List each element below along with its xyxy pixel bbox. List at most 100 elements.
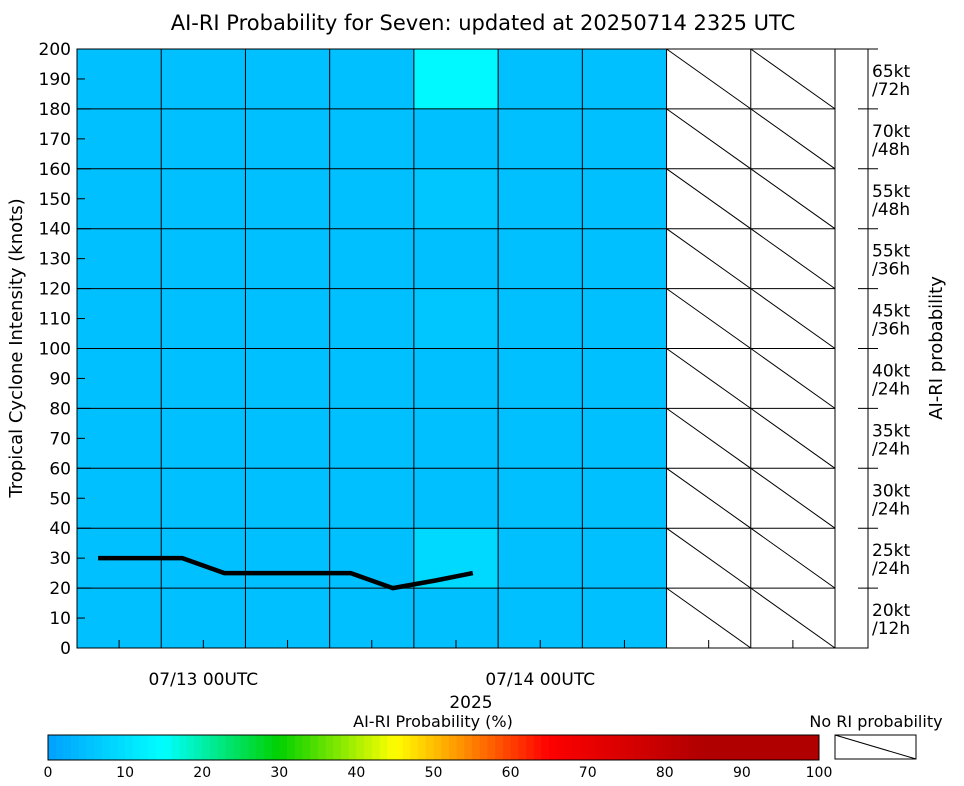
intensity-series — [98, 555, 474, 591]
y-tick-label: 200 — [39, 40, 71, 60]
colorbar-segment — [526, 735, 535, 760]
colorbar-segment — [287, 735, 296, 760]
colorbar-tick-label: 30 — [270, 765, 288, 781]
colorbar-segment — [325, 735, 334, 760]
heatmap-cell — [498, 49, 583, 110]
heatmap-cell — [77, 408, 162, 469]
colorbar-segment — [317, 735, 326, 760]
heatmap-cell — [329, 588, 415, 649]
no-ri-hatch-line — [666, 467, 752, 529]
colorbar-segment — [603, 735, 612, 760]
y-tick-label: 150 — [39, 190, 71, 210]
colorbar-segment — [217, 735, 226, 760]
heatmap-cell — [498, 288, 583, 349]
colorbar-segment — [579, 735, 589, 760]
colorbar-segment — [795, 735, 804, 760]
y-tick-label: 20 — [49, 579, 71, 599]
y-tick-label: 90 — [49, 369, 71, 389]
heatmap-cell — [77, 49, 162, 110]
threshold-label-kt: 30kt — [872, 481, 910, 501]
heatmap-cell — [161, 468, 246, 529]
heatmap-cell — [582, 408, 668, 469]
y-tick-label: 10 — [49, 609, 71, 629]
colorbar-segment — [209, 735, 219, 760]
colorbar-segment — [533, 735, 542, 760]
heatmap-cell — [245, 228, 331, 290]
no-ri-hatch-line — [750, 527, 836, 589]
heatmap-cell — [329, 468, 415, 529]
heatmap-cell — [245, 288, 331, 349]
heatmap-cell — [329, 168, 415, 230]
y-tick-label: 180 — [39, 100, 71, 120]
colorbar-segment — [155, 735, 165, 760]
threshold-label-hours: /12h — [872, 619, 910, 639]
no-ri-hatch-line — [750, 108, 836, 170]
colorbar-segment — [418, 735, 427, 760]
heatmap-cell — [582, 528, 668, 589]
colorbar-segment — [171, 735, 180, 760]
heatmap-cell — [413, 108, 499, 170]
heatmap-cell — [498, 228, 583, 290]
colorbar-segment — [371, 735, 380, 760]
no-ri-legend-hatch — [834, 734, 917, 760]
heatmap-cell — [245, 528, 331, 589]
no-ri-hatched-cells — [666, 48, 836, 649]
heatmap-cell — [413, 228, 499, 290]
heatmap-cell — [161, 408, 246, 469]
no-ri-hatch-line — [750, 348, 836, 409]
colorbar-tick-label: 50 — [425, 765, 443, 781]
colorbar-segment — [248, 735, 257, 760]
heatmap-cell — [582, 468, 668, 529]
heatmap-cell — [77, 468, 162, 529]
colorbar-segment — [302, 735, 311, 760]
colorbar-segment — [132, 735, 141, 760]
colorbar-segment — [271, 735, 280, 760]
heatmap-cell — [498, 528, 583, 589]
threshold-label-hours: /36h — [872, 260, 910, 280]
no-ri-hatch-line — [666, 348, 752, 409]
colorbar-segment — [472, 735, 481, 760]
heatmap-cell — [161, 168, 246, 230]
threshold-label-kt: 40kt — [872, 361, 910, 381]
colorbar-segment — [194, 735, 203, 760]
colorbar-segment — [448, 735, 458, 760]
colorbar-segment — [502, 735, 511, 760]
heatmap-cell — [582, 588, 668, 649]
threshold-label-kt: 20kt — [872, 601, 910, 621]
threshold-label-kt: 65kt — [872, 62, 910, 82]
no-ri-hatch-line — [666, 48, 752, 110]
colorbar-segment — [649, 735, 658, 760]
colorbar-segment — [541, 735, 550, 760]
colorbar-segment — [741, 735, 751, 760]
heatmap-cell — [161, 588, 246, 649]
heatmap-cell — [582, 168, 668, 230]
no-ri-hatch-line — [666, 228, 752, 290]
colorbar: 0 10 20 30 40 50 60 70 80 90 100 — [44, 734, 917, 781]
heatmap-cell — [498, 408, 583, 469]
heatmap-cell — [498, 468, 583, 529]
colorbar-segment — [664, 735, 673, 760]
heatmap-cell — [77, 588, 162, 649]
heatmap-cell — [77, 168, 162, 230]
y-tick-label: 0 — [60, 639, 71, 659]
heatmap-cell — [245, 49, 331, 110]
heatmap-cell — [77, 288, 162, 349]
heatmap-cell — [498, 168, 583, 230]
heatmap-cell — [498, 108, 583, 170]
colorbar-segment — [711, 735, 720, 760]
colorbar-segment — [780, 735, 789, 760]
colorbar-segment — [63, 735, 72, 760]
colorbar-segment — [618, 735, 627, 760]
colorbar-segment — [626, 735, 635, 760]
y-tick-label: 160 — [39, 160, 71, 180]
threshold-label-kt: 25kt — [872, 541, 910, 561]
no-ri-hatch-line — [750, 48, 836, 110]
colorbar-segment — [680, 735, 689, 760]
no-ri-hatch-line — [666, 108, 752, 170]
no-ri-legend-label: No RI probability — [809, 712, 942, 731]
heatmap-cell — [413, 528, 499, 589]
colorbar-segment — [495, 735, 504, 760]
threshold-label-hours: /24h — [872, 439, 910, 459]
heatmap-cell — [582, 228, 668, 290]
colorbar-segment — [310, 735, 319, 760]
